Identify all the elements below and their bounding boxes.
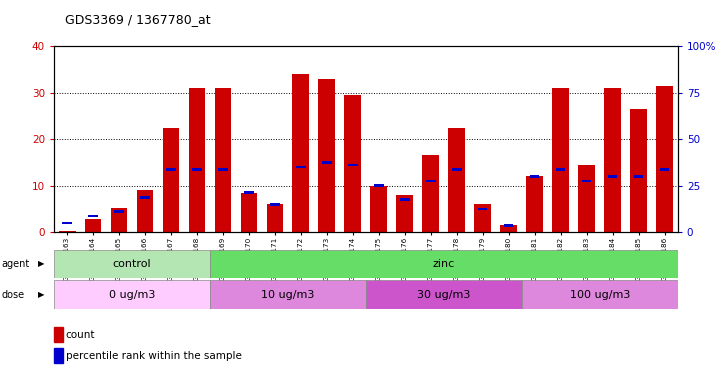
Bar — [54, 280, 210, 309]
Bar — [293, 74, 309, 232]
Text: percentile rank within the sample: percentile rank within the sample — [66, 351, 242, 361]
Bar — [193, 168, 202, 171]
Bar — [530, 175, 539, 178]
Bar — [244, 192, 254, 194]
Bar — [366, 280, 522, 309]
Bar — [296, 166, 306, 169]
Bar — [474, 204, 491, 232]
Bar — [322, 161, 332, 164]
Text: ▶: ▶ — [37, 260, 44, 268]
Text: ▶: ▶ — [37, 290, 44, 299]
Bar — [397, 195, 413, 232]
Bar — [345, 95, 361, 232]
Bar — [526, 177, 543, 232]
Bar — [167, 168, 176, 171]
Bar — [423, 156, 439, 232]
Bar — [58, 231, 76, 232]
Text: agent: agent — [1, 259, 30, 269]
Bar — [110, 208, 128, 232]
Bar — [162, 127, 180, 232]
Bar — [63, 222, 71, 224]
Text: 100 ug/m3: 100 ug/m3 — [570, 290, 630, 300]
Bar — [210, 250, 678, 278]
Bar — [400, 199, 410, 201]
Bar — [371, 186, 387, 232]
Bar — [608, 175, 617, 178]
Bar — [319, 79, 335, 232]
Bar — [210, 280, 366, 309]
Bar — [582, 180, 591, 182]
Text: control: control — [112, 259, 151, 269]
Bar — [215, 88, 231, 232]
Bar — [54, 250, 210, 278]
Bar — [348, 164, 358, 166]
Bar — [604, 88, 622, 232]
Bar — [267, 204, 283, 232]
Bar — [500, 225, 517, 232]
Text: 30 ug/m3: 30 ug/m3 — [417, 290, 471, 300]
Text: count: count — [66, 330, 95, 340]
Text: zinc: zinc — [433, 259, 455, 269]
Bar — [115, 210, 124, 213]
Bar — [522, 280, 678, 309]
Bar — [189, 88, 205, 232]
Bar — [556, 168, 565, 171]
Bar — [552, 88, 570, 232]
Bar — [241, 193, 257, 232]
Bar — [270, 203, 280, 206]
Bar — [89, 215, 98, 217]
Text: 10 ug/m3: 10 ug/m3 — [261, 290, 314, 300]
Text: 0 ug/m3: 0 ug/m3 — [109, 290, 155, 300]
Bar — [218, 168, 228, 171]
Bar — [660, 168, 669, 171]
Bar — [448, 127, 465, 232]
Bar — [478, 208, 487, 210]
Bar — [452, 168, 461, 171]
Bar — [84, 219, 102, 232]
Bar — [634, 175, 643, 178]
Bar — [578, 165, 596, 232]
Text: GDS3369 / 1367780_at: GDS3369 / 1367780_at — [65, 13, 211, 26]
Bar — [141, 196, 150, 199]
Bar — [504, 224, 513, 227]
Bar — [656, 86, 673, 232]
Bar — [426, 180, 435, 182]
Text: dose: dose — [1, 290, 25, 300]
Bar — [374, 184, 384, 187]
Bar — [136, 190, 154, 232]
Bar — [630, 109, 647, 232]
